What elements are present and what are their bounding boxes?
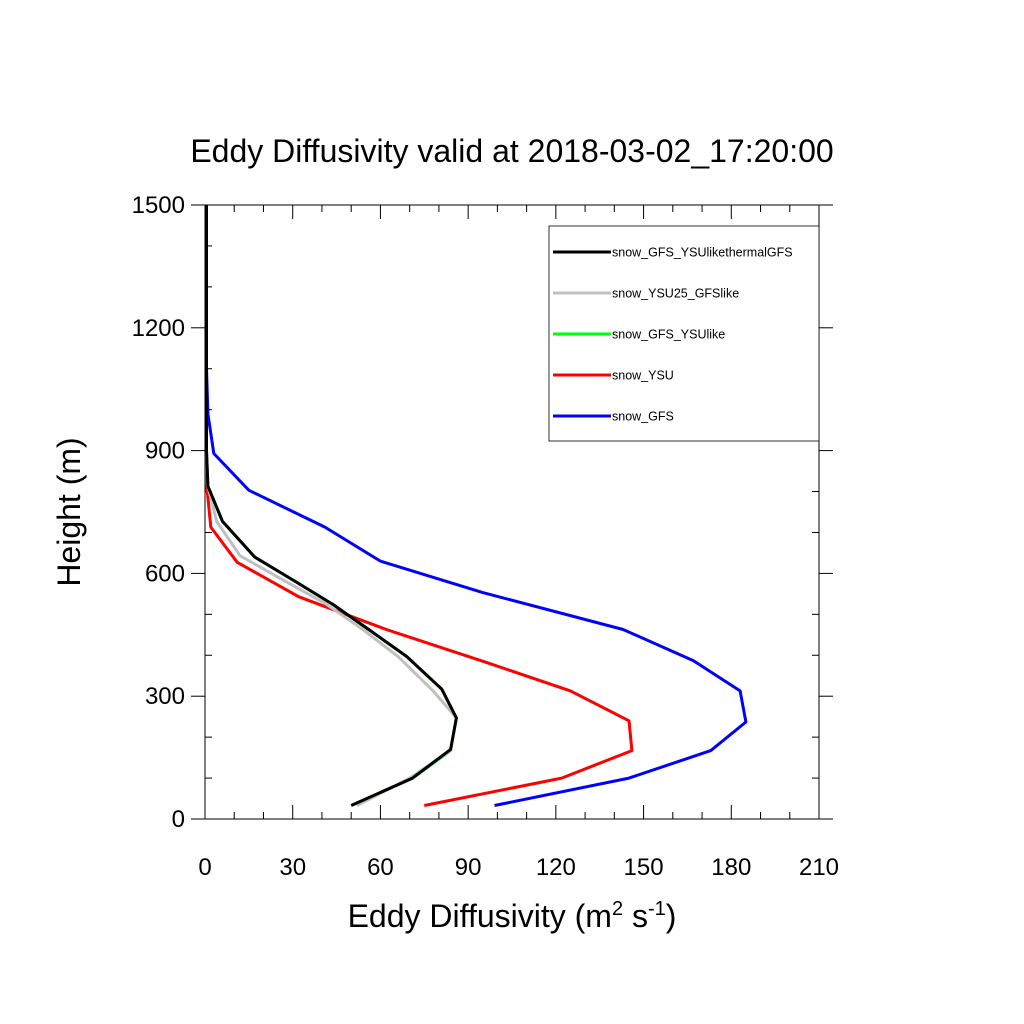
x-axis-label-sup2: -1: [648, 898, 666, 920]
chart-title: Eddy Diffusivity valid at 2018-03-02_17:…: [190, 133, 833, 169]
legend: snow_GFS_YSUlikethermalGFS snow_YSU25_GFS…: [548, 225, 820, 442]
x-tick-label: 30: [279, 854, 306, 881]
x-tick-label: 180: [711, 854, 751, 881]
x-axis-label: Eddy Diffusivity (m2 s-1): [348, 898, 677, 934]
y-tick-label: 300: [145, 683, 185, 710]
x-axis-label-mid: s: [623, 898, 648, 934]
series-line-snow-gfs-ysulikethermalgfs: [205, 205, 458, 807]
legend-label: snow_GFS_YSUlikethermalGFS: [612, 246, 793, 260]
legend-label: snow_GFS_YSUlike: [612, 328, 725, 342]
x-tick-label: 90: [455, 854, 482, 881]
y-axis-label: Height (m): [51, 437, 87, 586]
x-axis-label-end: ): [666, 898, 677, 934]
y-tick-label: 1500: [132, 192, 185, 219]
series-line-snow-gfs-ysulike: [205, 205, 458, 807]
x-axis-label-sup1: 2: [612, 898, 623, 920]
series-line-snow-ysu25-gfslike: [205, 205, 458, 807]
axis-tick-labels: 0 30 60 90 120 150 180 210 0 300 600 900 1200 1500: [132, 192, 839, 881]
y-tick-label: 1200: [132, 315, 185, 342]
x-tick-label: 150: [624, 854, 664, 881]
legend-items: snow_GFS_YSUlikethermalGFS snow_YSU25_GFS…: [553, 246, 793, 424]
legend-label: snow_YSU: [612, 369, 674, 383]
x-tick-label: 0: [198, 854, 211, 881]
y-tick-label: 0: [172, 806, 185, 833]
y-tick-label: 900: [145, 438, 185, 465]
legend-label: snow_GFS: [612, 410, 674, 424]
legend-label: snow_YSU25_GFSlike: [612, 287, 739, 301]
x-axis-label-base: Eddy Diffusivity (m: [348, 898, 612, 934]
series-lines: [205, 205, 748, 807]
y-tick-label: 600: [145, 560, 185, 587]
x-tick-label: 60: [367, 854, 394, 881]
x-tick-label: 120: [536, 854, 576, 881]
plot-frame: [204, 204, 820, 820]
x-tick-label: 210: [799, 854, 839, 881]
